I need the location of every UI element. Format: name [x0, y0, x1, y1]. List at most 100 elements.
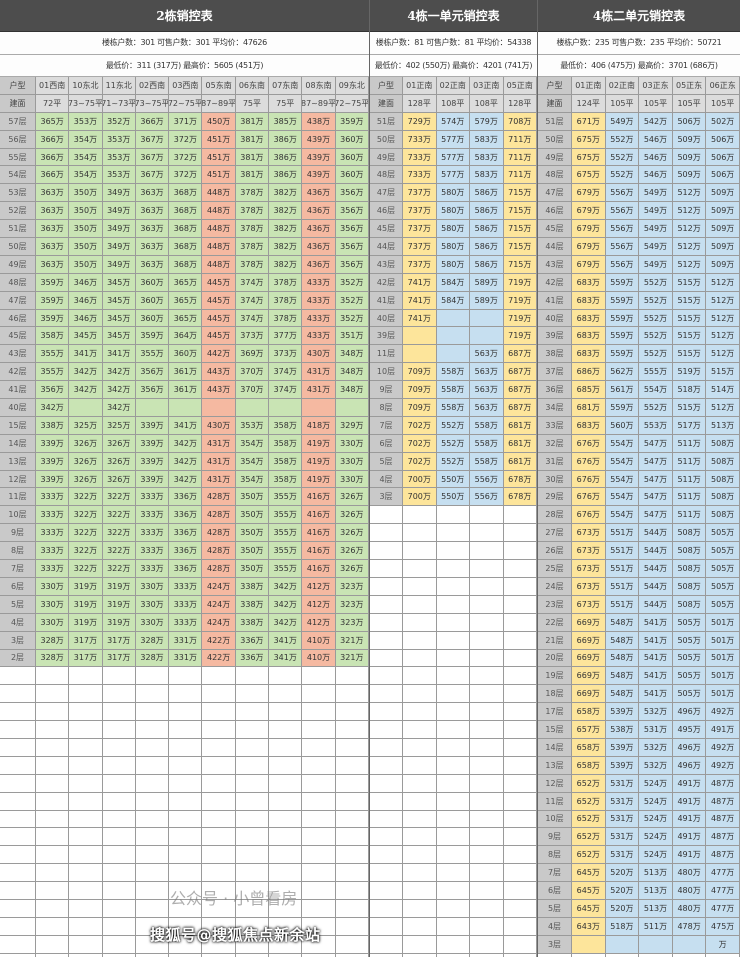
floor-label: 39层 — [538, 327, 572, 345]
price-cell: 515万 — [672, 291, 707, 309]
floor-row: 42层 683万 559万 552万 515万 512万 — [538, 273, 740, 292]
empty-cell — [135, 917, 170, 935]
row-label: 建面 — [538, 94, 572, 112]
price-cell: 554万 — [605, 506, 640, 524]
price-cell: 678万 — [503, 488, 537, 506]
row-label: 户型 — [370, 77, 403, 94]
empty-cell — [639, 953, 673, 957]
price-cell: 501万 — [706, 631, 740, 649]
price-cell: 554万 — [605, 470, 640, 488]
empty-cell — [470, 738, 504, 756]
empty-cell — [0, 810, 36, 828]
floor-label: 52层 — [0, 202, 36, 220]
table-title: 4栋一单元销控表 — [370, 0, 537, 32]
empty-cell — [135, 899, 170, 917]
empty-cell — [169, 703, 203, 721]
price-cell: 709万 — [403, 363, 437, 381]
empty-cell — [403, 882, 437, 899]
column-area: 128平 — [403, 94, 437, 112]
empty-cell — [335, 864, 369, 882]
floor-label: 50层 — [0, 238, 36, 255]
price-cell: 501万 — [706, 613, 740, 631]
price-cell: 511万 — [672, 488, 707, 506]
empty-cell — [102, 667, 136, 685]
empty-cell — [403, 649, 437, 667]
floor-row: 15层 338万 325万 325万 339万 341万 430万 353万 358万 418万 3… — [0, 416, 369, 435]
floor-row: 50层 675万 552万 546万 509万 506万 — [538, 130, 740, 149]
empty-row — [538, 953, 740, 957]
empty-cell — [69, 792, 103, 810]
price-cell: 360万 — [169, 345, 203, 363]
price-cell: 512万 — [672, 184, 707, 202]
price-cell: 542万 — [639, 112, 673, 130]
price-cell: 339万 — [135, 416, 170, 434]
price-cell: 350万 — [69, 255, 103, 273]
price-cell: 322万 — [102, 488, 136, 506]
price-cell: 673万 — [572, 595, 606, 613]
price-cell: 336万 — [169, 488, 203, 506]
price-cell: 551万 — [605, 524, 640, 542]
price-cell: 351万 — [335, 327, 369, 345]
floor-label: 10层 — [370, 363, 403, 381]
price-cell: 509万 — [672, 166, 707, 184]
price-cell: 511万 — [672, 434, 707, 452]
price-cell: 366万 — [36, 130, 70, 148]
empty-row — [370, 703, 537, 722]
price-cell: 367万 — [135, 130, 170, 148]
empty-row — [0, 774, 369, 793]
price-cell: 512万 — [706, 291, 740, 309]
empty-cell — [403, 685, 437, 703]
floor-row: 9层 709万 558万 563万 687万 — [370, 381, 537, 400]
price-cell: 333万 — [36, 524, 70, 542]
price-cell: 531万 — [605, 792, 640, 810]
price-cell: 574万 — [436, 112, 470, 130]
empty-row — [0, 846, 369, 865]
empty-cell — [436, 613, 470, 631]
price-cell: 366万 — [135, 112, 170, 130]
price-cell: 322万 — [69, 524, 103, 542]
price-cell: 378万 — [235, 184, 270, 202]
empty-cell — [102, 953, 136, 957]
empty-cell — [436, 935, 470, 953]
empty-cell — [436, 774, 470, 792]
price-cell: 416万 — [302, 506, 336, 524]
price-cell: 531万 — [605, 846, 640, 864]
price-cell: 363万 — [135, 184, 170, 202]
empty-cell — [235, 721, 270, 738]
floor-label: 27层 — [538, 524, 572, 542]
price-cell: 342万 — [102, 399, 136, 416]
empty-cell — [135, 882, 170, 899]
floor-row: 17层 658万 539万 532万 496万 492万 — [538, 703, 740, 722]
price-cell: 430万 — [202, 416, 236, 434]
floor-row: 7层 333万 322万 322万 333万 336万 428万 350万 355万 416万 32… — [0, 560, 369, 578]
price-cell: 378万 — [235, 238, 270, 255]
floor-label: 43层 — [0, 345, 36, 363]
floor-label: 49层 — [538, 148, 572, 166]
empty-cell — [169, 810, 203, 828]
price-cell: 506万 — [706, 130, 740, 148]
empty-cell — [370, 756, 403, 774]
price-cell: 349万 — [102, 220, 136, 238]
price-cell: 367万 — [135, 148, 170, 166]
floor-row: 13层 658万 539万 532万 496万 492万 — [538, 756, 740, 775]
empty-cell — [335, 792, 369, 810]
price-cell: 372万 — [169, 148, 203, 166]
price-cell: 328万 — [135, 649, 170, 667]
price-cell: 519万 — [672, 363, 707, 381]
empty-cell — [403, 524, 437, 542]
price-cell: 386万 — [269, 130, 303, 148]
price-cell: 676万 — [572, 470, 606, 488]
price-cell: 418万 — [302, 416, 336, 434]
price-cell: 508万 — [706, 434, 740, 452]
price-cell: 505万 — [706, 595, 740, 613]
empty-cell — [269, 899, 303, 917]
price-cell: 496万 — [672, 756, 707, 774]
floor-row: 15层 657万 538万 531万 495万 491万 — [538, 721, 740, 739]
price-cell: 555万 — [639, 363, 673, 381]
price-cell: 356万 — [335, 202, 369, 220]
column-name: 02西南 — [135, 77, 170, 94]
empty-cell — [503, 721, 537, 738]
price-cell: 679万 — [572, 202, 606, 220]
empty-cell — [36, 685, 70, 703]
price-cell: 350万 — [69, 202, 103, 220]
